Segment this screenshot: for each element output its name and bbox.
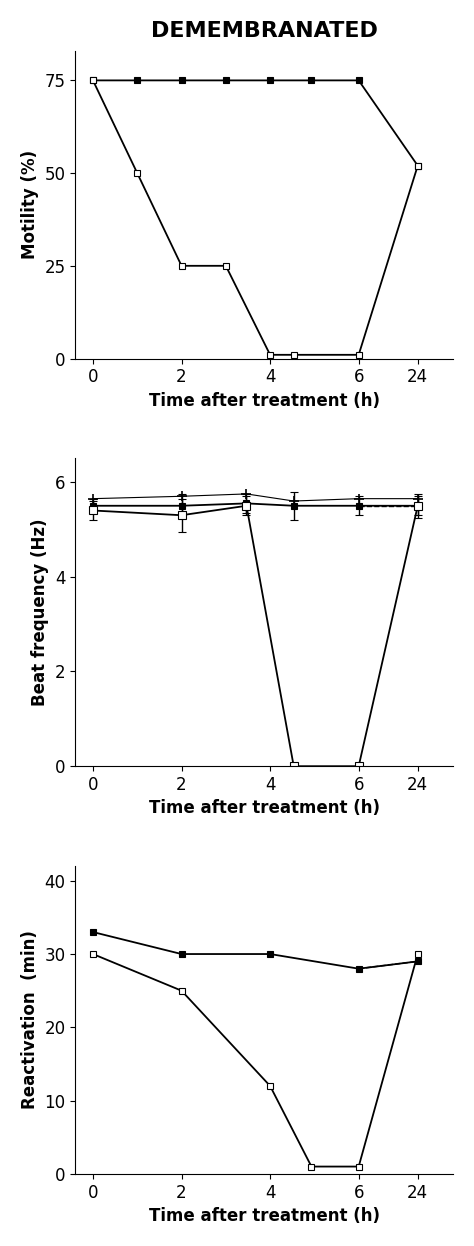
Y-axis label: Beat frequency (Hz): Beat frequency (Hz) xyxy=(31,518,49,706)
X-axis label: Time after treatment (h): Time after treatment (h) xyxy=(149,1207,380,1225)
Y-axis label: Motility (%): Motility (%) xyxy=(21,150,39,259)
Y-axis label: Reactivation  (min): Reactivation (min) xyxy=(21,931,39,1109)
X-axis label: Time after treatment (h): Time after treatment (h) xyxy=(149,391,380,410)
X-axis label: Time after treatment (h): Time after treatment (h) xyxy=(149,800,380,817)
Title: DEMEMBRANATED: DEMEMBRANATED xyxy=(151,21,378,41)
